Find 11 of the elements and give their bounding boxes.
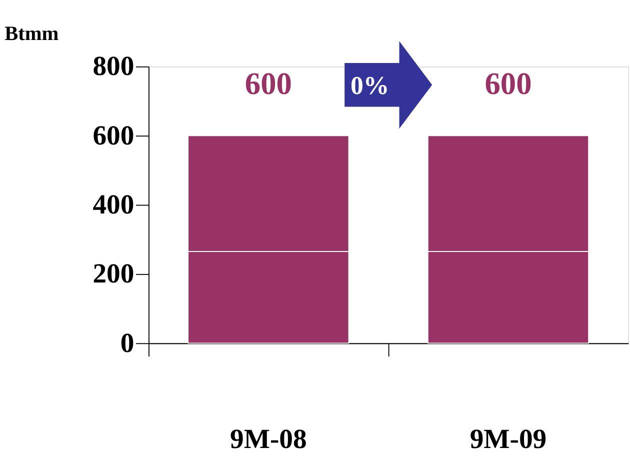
total-label: 600 <box>244 66 292 102</box>
y-axis-title: Btmm <box>4 23 59 46</box>
y-tick-label: 0 <box>120 326 134 358</box>
y-tick-label: 600 <box>92 119 134 150</box>
y-tick-label: 200 <box>92 258 134 289</box>
x-tick-label: 9M-09 <box>470 422 547 454</box>
y-tick-label: 400 <box>92 188 134 220</box>
y-tick-label: 800 <box>92 50 134 82</box>
total-label: 600 <box>484 66 532 102</box>
annotation: 0% <box>350 71 390 100</box>
x-tick-label: 9M-08 <box>230 422 307 454</box>
